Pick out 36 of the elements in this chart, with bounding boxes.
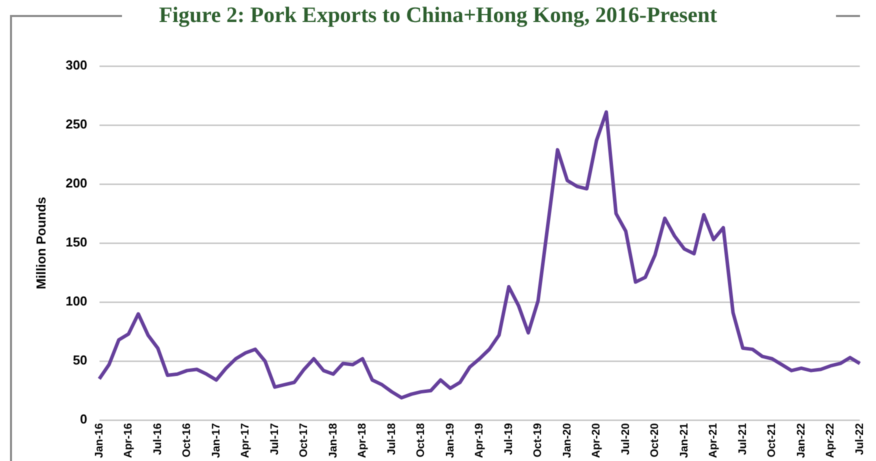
x-tick-label: Jul-17 [268,423,281,455]
y-tick-label: 50 [72,352,88,368]
x-tick-label: Jan-19 [444,423,456,458]
x-tick-label: Jan-21 [678,423,690,458]
x-tick-label: Oct-20 [649,423,662,458]
y-tick-label: 200 [66,176,88,191]
y-tick-label: 300 [66,58,88,73]
x-tick-label: Jan-22 [795,423,808,458]
x-tick-label: Apr-19 [474,423,486,458]
x-tick-label: Oct-21 [766,423,778,458]
x-tick-label: Apr-21 [708,423,720,458]
x-tick-label: Apr-22 [824,423,837,458]
x-tick-label: Jul-21 [736,423,749,455]
x-tick-label: Jul-20 [620,423,632,455]
x-tick-label: Apr-16 [122,423,135,458]
x-tick-label: Apr-18 [356,423,369,458]
x-tick-label: Oct-18 [415,423,428,458]
x-tick-label: Jul-22 [854,423,866,455]
x-tick-label: Jul-18 [386,423,398,455]
x-tick-label: Jan-18 [327,423,340,458]
x-tick-label: Apr-17 [240,423,252,458]
x-tick-label: Jan-20 [561,423,574,458]
chart-title: Figure 2: Pork Exports to China+Hong Kong, 2016-Present [150,2,726,27]
x-tick-label: Oct-17 [298,423,310,458]
y-tick-label: 150 [66,234,88,250]
y-tick-label: 0 [80,412,88,427]
x-tick-label: Jan-16 [93,423,106,458]
x-tick-label: Jul-16 [152,423,164,455]
y-axis-title: Million Pounds [33,196,48,290]
y-tick-label: 250 [66,116,88,132]
y-tick-label: 100 [66,294,88,309]
x-tick-label: Apr-20 [590,423,603,458]
x-tick-label: Jan-17 [210,423,222,458]
x-tick-label: Oct-19 [532,423,544,458]
x-tick-label: Oct-16 [181,423,194,458]
x-tick-label: Jul-19 [502,423,515,455]
